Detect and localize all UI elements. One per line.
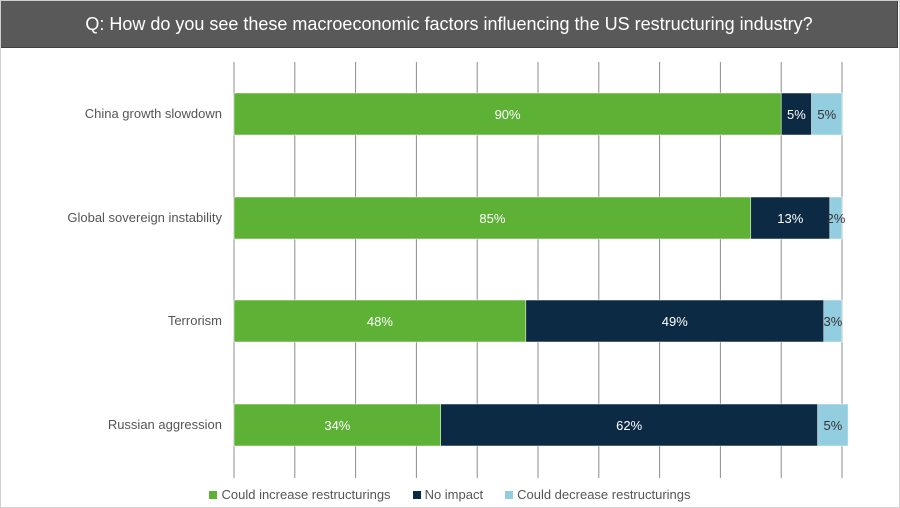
data-label: 90% [495, 107, 521, 122]
bar-segment [233, 403, 441, 447]
category-label: Terrorism [168, 313, 222, 328]
bar-segment [233, 92, 782, 136]
bar-segment [780, 92, 812, 136]
category-label: China growth slowdown [85, 106, 222, 121]
legend-swatch-no-impact [412, 490, 421, 499]
data-label: 5% [787, 107, 806, 122]
category-label: Global sovereign instability [67, 210, 222, 225]
bars: 90% 5% 5% 85% 13% 2% 48% 49% 3% 34% 62% 5% [233, 92, 849, 447]
bar-segment [440, 403, 818, 447]
data-label: 5% [817, 107, 836, 122]
bar-segment [823, 299, 843, 343]
question-text: Q: How do you see these macroeconomic fa… [85, 13, 813, 34]
legend-item-no-impact: No impact [412, 487, 484, 502]
bar-segment [233, 196, 752, 240]
data-label: 34% [324, 418, 350, 433]
bar-segment [811, 92, 843, 136]
legend-item-increase: Could increase restructurings [209, 487, 391, 502]
data-label: 49% [662, 314, 688, 329]
bar-segment [829, 196, 843, 240]
bar-segment [525, 299, 825, 343]
legend-swatch-decrease [505, 490, 514, 499]
data-label: 48% [367, 314, 393, 329]
data-label: 5% [823, 418, 842, 433]
legend-label-decrease: Could decrease restructurings [517, 487, 691, 502]
legend: Could increase restructurings No impact … [0, 487, 900, 502]
bar-segment [233, 299, 527, 343]
data-label: 62% [616, 418, 642, 433]
legend-swatch-increase [209, 490, 218, 499]
data-label: 2% [827, 211, 846, 226]
data-label: 13% [777, 211, 803, 226]
bar-segment [817, 403, 849, 447]
data-label: 85% [479, 211, 505, 226]
data-label: 3% [823, 314, 842, 329]
category-labels: China growth slowdown Global sovereign in… [67, 106, 222, 432]
legend-item-decrease: Could decrease restructurings [505, 487, 691, 502]
category-label: Russian aggression [108, 417, 222, 432]
legend-label-increase: Could increase restructurings [221, 487, 391, 502]
legend-label-no-impact: No impact [424, 487, 484, 502]
question-header: Q: How do you see these macroeconomic fa… [0, 0, 898, 48]
